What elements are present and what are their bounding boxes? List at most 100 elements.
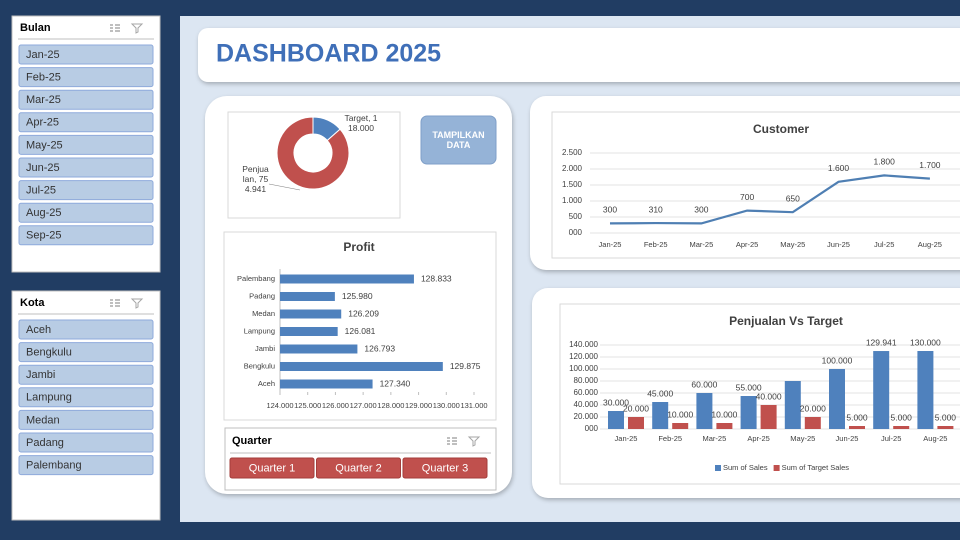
slicer-item-label: Jun-25 [26,162,60,174]
slicer-item-label: Aug-25 [26,207,61,219]
y-tick-label: Palembang [237,274,275,283]
legend-label: Sum of Sales [723,463,768,472]
profit-frame [223,231,497,421]
bar [760,405,777,429]
donut-slice [276,116,350,190]
x-tick-label: Aug-25 [923,434,947,443]
show-data-button[interactable] [420,115,497,165]
button-label[interactable]: TAMPILKAN DATA [432,130,485,150]
data-label: 300 [694,205,708,215]
slicer-item-label: Jul-25 [26,185,56,197]
slicer-item[interactable] [18,364,154,385]
bar [829,369,845,429]
slicer-item[interactable] [18,89,154,110]
data-label: 10.000 [667,409,693,419]
donut-data-label-box: Target, 118.000 [344,113,378,133]
x-tick-label: 125.000 [294,401,321,410]
y-tick-label: Jambi [255,344,275,353]
leader-line [268,183,301,191]
slicer-item[interactable] [18,67,154,88]
slicer-item[interactable] [18,180,154,201]
bar [280,274,414,284]
y-tick-label: Aceh [258,379,275,388]
slicer-item[interactable] [18,225,154,246]
y-tick-label: 000 [585,424,599,433]
slicer-item[interactable] [18,342,154,363]
y-tick-label: Medan [252,309,275,318]
multi-select-icon [110,24,120,32]
slicer-item[interactable] [229,457,315,479]
bar [893,426,910,429]
data-label: 5.000 [846,412,868,422]
slicer-item[interactable] [18,432,154,453]
data-label: 128.833 [421,273,452,283]
slicer-item-label: Feb-25 [26,72,61,84]
donut-data-label-box: Penjualan, 754.941 [242,164,268,194]
bar [849,426,865,429]
slicer-item-label: Apr-25 [26,117,59,129]
x-tick-label: Apr-25 [747,434,770,443]
slicer-item-label: Sep-25 [26,230,61,242]
slicer-title: Kota [20,297,45,309]
x-tick-label: Mar-25 [690,240,714,249]
legend-swatch [773,465,780,471]
slicer-item-label: May-25 [26,139,63,151]
multi-select-icon [110,299,120,307]
slicer-item[interactable] [18,409,154,430]
x-tick-label: May-25 [790,434,815,443]
slicer-item[interactable] [18,134,154,155]
y-tick-label: 140.000 [569,340,598,349]
slicer-item[interactable] [18,319,154,340]
slicer-item-label: Quarter 1 [249,462,295,474]
slicer-item[interactable] [316,457,401,479]
chart-title: Profit [343,240,374,254]
x-tick-label: Feb-25 [658,434,682,443]
chart-title: Penjualan Vs Target [729,314,843,328]
bar [804,417,821,429]
data-label: 5.000 [935,412,957,422]
x-tick-label: Aug-25 [918,240,942,249]
slicer-item[interactable] [18,157,154,178]
x-tick-label: Feb-25 [644,240,668,249]
slicer-item[interactable] [18,387,154,408]
data-label: 126.209 [348,308,379,318]
data-label: 20.000 [800,403,826,413]
x-tick-label: 130.000 [433,401,460,410]
data-label: 55.000 [736,382,762,392]
y-tick-label: 500 [569,212,583,221]
data-label: 126.793 [364,343,395,353]
x-tick-label: Jan-25 [615,434,638,443]
slicer-item[interactable] [18,202,154,223]
slicer-item[interactable] [18,44,154,65]
y-tick-label: 1.000 [562,196,583,205]
donut-data-label: Target, 118.000 [344,113,378,133]
clear-filter-icon [130,298,144,309]
y-tick-label: Bengkulu [244,361,275,370]
x-tick-label: Jul-25 [874,240,894,249]
bar [608,411,624,429]
data-label: 129.875 [450,361,481,371]
y-tick-label: 40.000 [574,400,599,409]
y-tick-label: 60.000 [574,388,599,397]
y-tick-label: 20.000 [574,412,599,421]
data-label: 650 [786,193,800,203]
slicer-item[interactable] [18,112,154,133]
x-tick-label: Jun-25 [827,240,850,249]
slicer-item-label: Quarter 2 [335,462,381,474]
slicer-item[interactable] [18,455,154,476]
bar [628,417,644,429]
bar [917,351,934,429]
y-tick-label: 2.500 [562,148,583,157]
slicer-item-label: Lampung [26,392,72,404]
data-label: 1.700 [919,160,941,170]
data-label: 20.000 [623,403,649,413]
multi-select-icon [447,437,457,445]
slicer-item[interactable] [402,457,488,479]
bar [937,426,954,429]
x-tick-label: 131.000 [460,401,487,410]
bar [280,292,335,301]
bar [652,402,669,429]
y-tick-label: 000 [569,228,583,237]
data-label: 130.000 [910,337,941,347]
slicer-item-label: Quarter 3 [422,462,468,474]
